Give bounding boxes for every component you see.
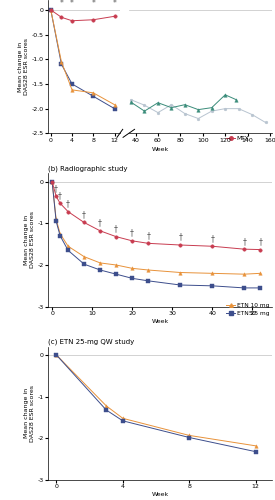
Y-axis label: Mean change in
DAS28 ESR scores: Mean change in DAS28 ESR scores xyxy=(24,212,35,268)
Y-axis label: Mean change in
DAS28 ESR scores: Mean change in DAS28 ESR scores xyxy=(18,38,29,95)
Text: *: * xyxy=(70,0,74,8)
Legend: ETN 10 mg, ETN 25 mg, MTX: ETN 10 mg, ETN 25 mg, MTX xyxy=(226,120,269,142)
Text: †: † xyxy=(54,184,58,193)
Text: Week: Week xyxy=(152,148,169,152)
Text: †: † xyxy=(258,237,262,246)
Y-axis label: Mean change in
DAS28 ESR scores: Mean change in DAS28 ESR scores xyxy=(24,385,35,442)
Text: (b) Radiographic study: (b) Radiographic study xyxy=(48,166,128,172)
Text: †: † xyxy=(66,200,70,208)
X-axis label: Week: Week xyxy=(152,492,169,497)
Text: †: † xyxy=(58,191,62,200)
Text: *: * xyxy=(59,0,63,8)
Text: †: † xyxy=(178,232,182,241)
Text: †: † xyxy=(146,231,150,240)
X-axis label: Week: Week xyxy=(152,318,169,324)
Text: (c) ETN 25-mg QW study: (c) ETN 25-mg QW study xyxy=(48,339,134,345)
Text: †: † xyxy=(114,224,118,234)
Text: †: † xyxy=(98,218,102,228)
Text: †: † xyxy=(242,237,246,246)
Text: *: * xyxy=(112,0,117,8)
Legend: ETN 10 mg, ETN 25 mg: ETN 10 mg, ETN 25 mg xyxy=(226,303,269,316)
Text: †: † xyxy=(130,228,134,237)
Text: *: * xyxy=(91,0,95,8)
Text: †: † xyxy=(82,210,86,219)
Text: †: † xyxy=(210,234,214,243)
